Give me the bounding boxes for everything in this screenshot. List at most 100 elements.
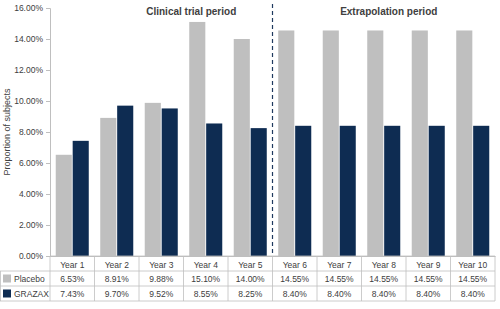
table-line [406,256,407,301]
table-line [94,256,95,301]
data-label: 9.88% [149,274,174,284]
table-line [50,256,51,301]
y-tick-label: 14.00% [14,34,43,44]
table-line [0,301,495,302]
annotation: Clinical trial period [146,6,236,17]
y-tick-label: 0.00% [19,251,44,261]
y-tick-label: 4.00% [19,189,44,199]
x-tick: Year 3 [149,260,174,270]
data-label: 8.40% [327,289,352,299]
y-tick: 10.00% [14,96,50,106]
data-label: 8.91% [105,274,130,284]
table-line [0,271,495,272]
legend-swatch [3,275,11,283]
x-tick-label: Year 8 [372,260,397,270]
table-line [272,256,273,301]
y-tick: 2.00% [19,220,50,230]
data-label: 14.55% [280,274,309,284]
data-label: 14.55% [414,274,443,284]
data-label: 9.70% [105,289,130,299]
y-axis: 0.00% 2.00% 4.00% 6.00% 8.00% 10.00% 12.00% 14.… [14,3,50,261]
bar [189,22,205,256]
y-tick-label: 2.00% [19,220,44,230]
data-label: 8.40% [416,289,441,299]
data-table [0,256,495,301]
y-tick-mark [46,8,50,9]
x-axis-line [51,256,496,257]
bar [73,141,89,256]
x-tick-label: Year 9 [416,260,441,270]
data-label: 6.53% [60,274,85,284]
y-tick-mark [46,70,50,71]
y-tick-label: 10.00% [14,96,43,106]
table-line [495,256,496,301]
data-label: 15.10% [191,274,220,284]
x-tick: Year 5 [238,260,263,270]
x-tick: Year 8 [372,260,397,270]
x-tick: Year 2 [105,260,130,270]
bar [412,30,428,256]
bar [145,103,161,256]
bar [251,128,267,256]
bar [367,30,383,256]
data-label: 8.55% [194,289,219,299]
table-line [183,256,184,301]
bar [162,108,178,256]
x-axis: Year 1 Year 2 Year 3 Year 4 Year 5 Year 6 Year… [51,257,496,270]
bar [234,39,250,256]
y-tick: 16.00% [14,3,50,13]
bar [340,126,356,256]
bar [323,30,339,256]
bar [278,30,294,256]
bar [473,126,489,256]
y-tick: 8.00% [19,127,50,137]
table-line [0,286,495,287]
x-tick-label: Year 4 [194,260,219,270]
y-tick-mark [46,225,50,226]
bar [100,118,116,256]
y-tick-mark [46,39,50,40]
table-line [317,256,318,301]
table-line [228,256,229,301]
y-axis-title: Proportion of subjects [2,88,12,176]
y-tick-mark [46,194,50,195]
x-tick-label: Year 5 [238,260,263,270]
bar [429,126,445,256]
x-tick-label: Year 7 [327,260,352,270]
period-divider [272,4,273,256]
x-tick-label: Year 10 [458,260,487,270]
y-tick-mark [46,101,50,102]
data-label: 9.52% [149,289,174,299]
data-label: 14.00% [236,274,265,284]
annotation: Extrapolation period [340,6,437,17]
legend-label: Placebo [14,274,45,284]
x-tick-label: Year 6 [283,260,308,270]
x-tick: Year 10 [458,260,487,270]
table-line [450,256,451,301]
data-label: 14.55% [325,274,354,284]
x-tick: Year 9 [416,260,441,270]
y-tick-label: 16.00% [14,3,43,13]
y-tick-mark [46,132,50,133]
data-label: 7.43% [60,289,85,299]
y-tick: 6.00% [19,158,50,168]
y-tick: 12.00% [14,65,50,75]
legend-label: GRAZAX [14,289,49,299]
data-label: 8.25% [238,289,263,299]
data-label: 14.55% [458,274,487,284]
y-tick-mark [46,163,50,164]
bar [295,126,311,256]
table-line [361,256,362,301]
bar [456,30,472,256]
table-line [0,271,1,301]
y-tick: 0.00% [19,251,50,261]
x-tick-label: Year 1 [60,260,85,270]
bar [56,155,72,256]
chart: 0.00% 2.00% 4.00% 6.00% 8.00% 10.00% 12.00% 14.… [0,0,500,309]
x-tick: Year 1 [60,260,85,270]
x-tick-label: Year 2 [105,260,130,270]
y-tick: 4.00% [19,189,50,199]
data-label: 14.55% [369,274,398,284]
bar [384,126,400,256]
bar [117,106,133,256]
